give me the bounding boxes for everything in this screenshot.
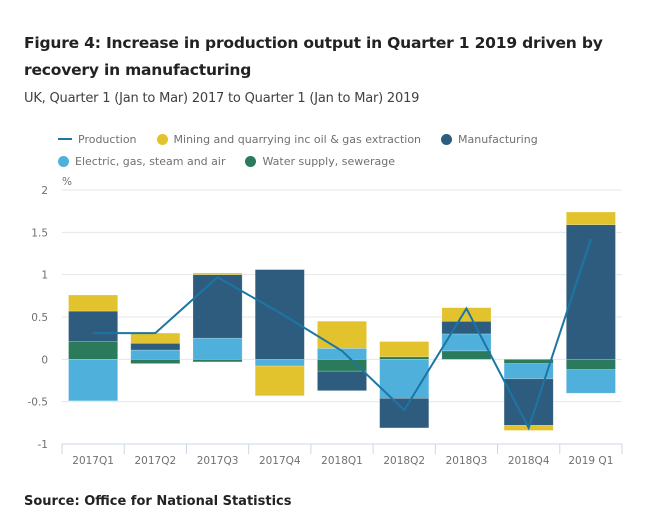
bar-electric: [192, 337, 243, 360]
bar-mining: [317, 320, 367, 349]
bar-manufacturing: [503, 378, 554, 426]
bar-water: [130, 359, 181, 364]
bar-manufacturing: [379, 397, 430, 429]
dot-swatch-icon: [245, 155, 257, 167]
line-swatch-icon: [58, 138, 72, 140]
bar-electric: [68, 359, 118, 402]
bar-mining: [192, 272, 243, 275]
bar-mining: [68, 294, 118, 312]
y-tick-label: 1: [41, 270, 48, 282]
y-tick-label: 0.5: [31, 312, 48, 324]
y-tick-label: 0: [41, 354, 48, 366]
dot-swatch-icon: [441, 133, 453, 145]
bar-electric: [130, 349, 181, 360]
bar-water: [441, 350, 492, 360]
y-tick-label: 2: [41, 185, 48, 197]
legend: Production Mining and quarrying inc oil …: [58, 128, 618, 172]
y-tick-label: -1: [38, 439, 48, 451]
source-note: Source: Office for National Statistics: [24, 494, 292, 509]
bar-mining: [130, 332, 181, 344]
legend-item-manufacturing[interactable]: Manufacturing: [441, 133, 538, 146]
bar-manufacturing: [254, 269, 305, 360]
bar-electric: [379, 359, 430, 399]
bars: [68, 211, 616, 431]
x-tick-label: 2017Q3: [197, 455, 239, 467]
y-tick-label: -0.5: [28, 397, 49, 409]
bar-mining: [254, 365, 305, 397]
bar-water: [503, 359, 554, 364]
x-axis: 2017Q1 2017Q2 2017Q3 2017Q4 2018Q1 2018Q2 2018…: [61, 443, 623, 467]
x-tick-label: 2017Q1: [72, 455, 114, 467]
y-axis: -1 -0.5 0 0.5 1 1.5 2: [28, 185, 49, 451]
x-tick-label: 2018Q3: [446, 455, 488, 467]
chart-subtitle: UK, Quarter 1 (Jan to Mar) 2017 to Quart…: [24, 91, 420, 106]
bar-manufacturing: [441, 320, 492, 335]
legend-label: Production: [78, 132, 137, 146]
bar-water: [566, 359, 616, 370]
x-tick-label: 2017Q2: [134, 455, 176, 467]
x-tick-label: 2019 Q1: [568, 455, 613, 467]
x-tick-label: 2017Q4: [259, 455, 301, 467]
x-tick-label: 2018Q2: [383, 455, 425, 467]
production-line-group: [93, 238, 592, 431]
bar-water: [192, 359, 243, 363]
bar-manufacturing: [68, 310, 118, 342]
bar-mining: [379, 341, 430, 358]
x-tick-label: 2018Q4: [508, 455, 550, 467]
bar-water: [317, 359, 367, 372]
chart-area: -1-0.500.511.52 % 2017Q1 2017Q2 2017Q3 2017…: [28, 176, 623, 467]
bar-mining: [566, 211, 616, 226]
legend-label: Manufacturing: [458, 132, 538, 146]
legend-item-mining[interactable]: Mining and quarrying inc oil & gas extra…: [156, 132, 422, 146]
y-tick-label: 1.5: [31, 227, 48, 239]
x-tick-label: 2018Q1: [321, 455, 363, 467]
bar-manufacturing: [192, 274, 243, 339]
legend-label: Electric, gas, steam and air: [75, 154, 226, 168]
bar-water: [68, 341, 118, 360]
dot-swatch-icon: [58, 155, 69, 167]
bar-manufacturing: [566, 224, 616, 360]
bar-electric: [566, 369, 616, 394]
y-axis-unit-label: %: [62, 176, 72, 188]
bar-electric: [254, 359, 305, 367]
chart-title: Figure 4: Increase in production output …: [24, 34, 603, 79]
bar-manufacturing: [130, 342, 181, 351]
dot-swatch-icon: [156, 133, 168, 145]
legend-item-production[interactable]: Production: [58, 133, 137, 146]
bar-water: [379, 356, 430, 360]
legend-item-electric[interactable]: Electric, gas, steam and air: [58, 155, 225, 168]
legend-item-water[interactable]: Water supply, sewerage: [245, 155, 395, 168]
legend-label: Water supply, sewerage: [262, 154, 395, 168]
bar-manufacturing: [317, 370, 367, 391]
legend-label: Mining and quarrying inc oil & gas extra…: [173, 132, 422, 146]
